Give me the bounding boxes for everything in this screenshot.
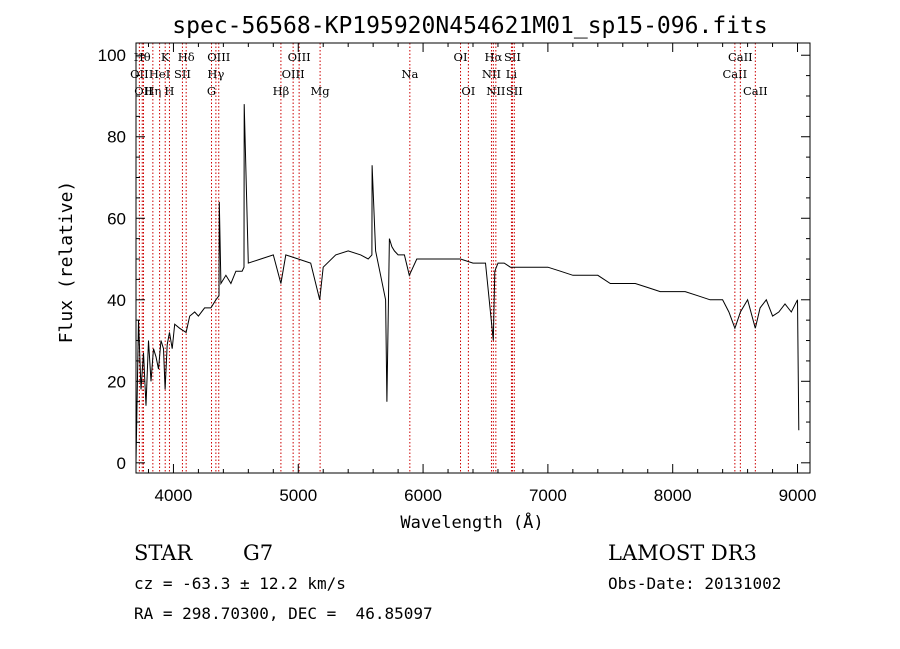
line-label-19: NII bbox=[482, 67, 501, 81]
line-label-18: OI bbox=[461, 84, 475, 98]
x-tick-label: 5000 bbox=[279, 486, 317, 505]
redshift-info: cz = -63.3 ± 12.2 km/s bbox=[134, 574, 346, 593]
line-label-12: Hβ bbox=[273, 84, 290, 98]
survey-name: LAMOST DR3 bbox=[608, 541, 757, 565]
line-label-3: Hη bbox=[144, 84, 161, 98]
line-label-21: NII bbox=[486, 84, 505, 98]
line-label-6: H bbox=[164, 84, 174, 98]
object-subclass: G7 bbox=[243, 541, 273, 565]
line-label-26: CaII bbox=[728, 50, 753, 64]
observation-date: Obs-Date: 20131002 bbox=[608, 574, 781, 593]
spectrum-line bbox=[135, 104, 800, 463]
x-tick-label: 4000 bbox=[155, 486, 193, 505]
line-label-17: OI bbox=[454, 50, 468, 64]
y-tick-label: 20 bbox=[107, 372, 126, 391]
line-label-16: Na bbox=[401, 67, 418, 81]
line-label-7: SII bbox=[174, 67, 191, 81]
line-label-11: OIII bbox=[207, 50, 230, 64]
plot-frame bbox=[135, 42, 811, 474]
line-label-4: HeI bbox=[149, 67, 170, 81]
coordinates: RA = 298.70300, DEC = 46.85097 bbox=[134, 604, 433, 623]
x-tick-label: 6000 bbox=[404, 486, 442, 505]
chart-title: spec-56568-KP195920N454621M01_sp15-096.f… bbox=[172, 13, 767, 39]
line-label-8: Hδ bbox=[178, 50, 195, 64]
line-label-9: G bbox=[207, 84, 216, 98]
y-tick-label: 40 bbox=[107, 291, 126, 310]
line-label-15: Mg bbox=[311, 84, 331, 98]
object-class: STAR bbox=[134, 541, 193, 565]
line-label-0: OII bbox=[130, 67, 149, 81]
line-label-1: Hθ bbox=[134, 50, 151, 64]
line-label-25: CaII bbox=[722, 67, 747, 81]
line-label-10: Hγ bbox=[207, 67, 224, 81]
x-tick-label: 8000 bbox=[654, 486, 692, 505]
line-label-2: OII bbox=[134, 84, 153, 98]
spectrum-series bbox=[135, 104, 800, 463]
line-label-14: OIII bbox=[288, 50, 311, 64]
x-tick-label: 7000 bbox=[529, 486, 567, 505]
line-label-20: Hα bbox=[484, 50, 502, 64]
y-axis-label: Flux (relative) bbox=[56, 181, 77, 344]
x-axis-label: Wavelength (Å) bbox=[400, 511, 543, 533]
line-label-23: SII bbox=[504, 50, 521, 64]
y-axis: 0 20 40 60 80 100 bbox=[98, 46, 810, 473]
line-label-22: Li bbox=[506, 67, 518, 81]
line-label-24: SII bbox=[506, 84, 523, 98]
x-tick-label: 9000 bbox=[779, 486, 817, 505]
y-tick-label: 100 bbox=[98, 46, 126, 65]
line-label-27: CaII bbox=[743, 84, 768, 98]
line-label-5: K bbox=[161, 50, 170, 64]
y-tick-label: 60 bbox=[107, 209, 126, 228]
spectral-line-markers: OIIHθOIIHηHeIKHSIIHδGHγOIIIHβOIIIOIIIMgN… bbox=[130, 43, 768, 473]
y-tick-label: 80 bbox=[107, 128, 126, 147]
x-axis: 4000 5000 6000 7000 8000 9000 bbox=[147, 43, 817, 505]
y-tick-label: 0 bbox=[117, 454, 126, 473]
line-label-13: OIII bbox=[282, 67, 305, 81]
